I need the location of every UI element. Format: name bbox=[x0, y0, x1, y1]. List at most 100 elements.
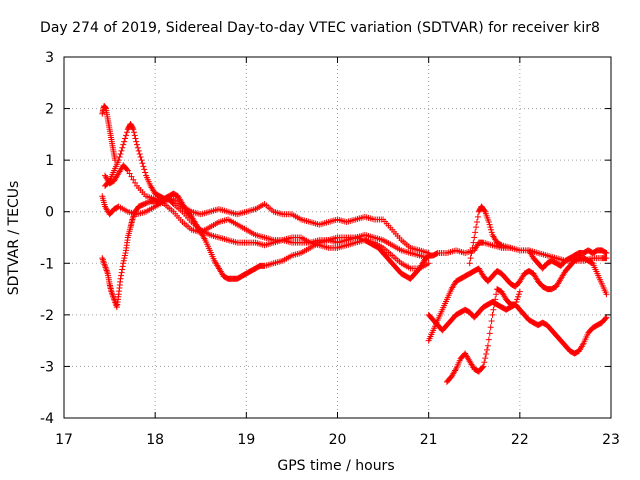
data-point bbox=[482, 355, 489, 362]
data-point bbox=[124, 167, 131, 174]
data-point bbox=[488, 229, 495, 236]
x-tick-label: 17 bbox=[55, 432, 73, 448]
x-tick-label: 20 bbox=[329, 432, 347, 448]
y-tick-label: -4 bbox=[40, 411, 54, 427]
y-tick-label: -1 bbox=[40, 256, 54, 272]
x-tick-label: 21 bbox=[420, 432, 438, 448]
data-point bbox=[472, 229, 479, 236]
chart-title: Day 274 of 2019, Sidereal Day-to-day VTE… bbox=[40, 20, 600, 36]
y-tick-label: -2 bbox=[40, 308, 54, 324]
data-point bbox=[120, 260, 127, 267]
data-point bbox=[142, 200, 149, 207]
data-point bbox=[145, 199, 152, 206]
data-point bbox=[122, 249, 129, 256]
data-point bbox=[139, 160, 146, 167]
x-axis-label: GPS time / hours bbox=[277, 458, 394, 474]
data-point bbox=[515, 291, 522, 298]
data-point bbox=[484, 342, 491, 349]
data-point bbox=[134, 144, 141, 151]
data-points bbox=[99, 102, 610, 385]
data-point bbox=[123, 129, 130, 136]
data-point bbox=[133, 138, 140, 145]
data-point bbox=[123, 166, 130, 173]
data-point bbox=[425, 255, 432, 262]
data-point bbox=[471, 234, 478, 241]
data-point bbox=[513, 298, 520, 305]
data-point bbox=[131, 132, 138, 139]
data-point bbox=[512, 301, 519, 308]
data-point bbox=[479, 364, 486, 371]
y-tick-label: 3 bbox=[45, 50, 54, 66]
data-point bbox=[484, 346, 491, 353]
data-point bbox=[485, 219, 492, 226]
data-point bbox=[137, 154, 144, 161]
data-point bbox=[116, 154, 123, 161]
data-point bbox=[515, 293, 522, 300]
data-point bbox=[602, 315, 609, 322]
y-axis-label: SDTVAR / TECUs bbox=[6, 181, 22, 296]
data-point bbox=[487, 224, 494, 231]
data-point bbox=[483, 351, 490, 358]
x-tick-label: 23 bbox=[602, 432, 620, 448]
data-point bbox=[140, 163, 147, 170]
data-point bbox=[473, 224, 480, 231]
x-tick-labels: 17 18 19 20 21 22 23 bbox=[55, 432, 620, 448]
x-tick-label: 19 bbox=[237, 432, 255, 448]
data-point bbox=[142, 169, 149, 176]
x-tick-label: 18 bbox=[146, 432, 164, 448]
data-point bbox=[470, 239, 477, 246]
data-point bbox=[141, 200, 148, 207]
data-point bbox=[489, 311, 496, 318]
data-point bbox=[121, 255, 128, 262]
data-point bbox=[130, 126, 137, 133]
data-point bbox=[120, 141, 127, 148]
data-point bbox=[481, 207, 488, 214]
axis-ticks bbox=[63, 56, 612, 419]
series-track-c bbox=[99, 193, 432, 256]
series-track-d bbox=[102, 162, 432, 262]
data-point bbox=[481, 359, 488, 366]
series-track-g bbox=[443, 286, 523, 385]
data-point bbox=[493, 291, 500, 298]
y-tick-labels: -4 -3 -2 -1 0 1 2 3 bbox=[40, 50, 54, 427]
data-point bbox=[487, 324, 494, 331]
data-point bbox=[112, 157, 119, 164]
data-point bbox=[120, 257, 127, 264]
data-point bbox=[133, 141, 140, 148]
data-point bbox=[468, 249, 475, 256]
data-point bbox=[602, 249, 609, 256]
data-point bbox=[469, 244, 476, 251]
y-tick-label: 2 bbox=[45, 102, 54, 118]
data-point bbox=[118, 147, 125, 154]
data-point bbox=[119, 144, 126, 151]
data-point bbox=[603, 314, 610, 321]
data-point bbox=[169, 199, 176, 206]
data-point bbox=[516, 288, 523, 295]
data-point bbox=[473, 219, 480, 226]
data-point bbox=[492, 296, 499, 303]
data-point bbox=[141, 166, 148, 173]
data-point bbox=[118, 269, 125, 276]
data-point bbox=[488, 226, 495, 233]
data-point bbox=[488, 318, 495, 325]
data-point bbox=[497, 241, 504, 248]
data-point bbox=[117, 275, 124, 282]
data-point bbox=[491, 301, 498, 308]
data-point bbox=[129, 125, 136, 132]
data-point bbox=[130, 176, 137, 183]
data-point bbox=[122, 132, 129, 139]
data-point bbox=[117, 150, 124, 157]
data-point bbox=[114, 204, 121, 211]
data-point bbox=[121, 138, 128, 145]
data-point bbox=[474, 213, 481, 220]
data-point bbox=[486, 221, 493, 228]
data-point bbox=[466, 260, 473, 267]
data-point bbox=[467, 255, 474, 262]
data-point bbox=[132, 179, 139, 186]
data-point bbox=[135, 147, 142, 154]
data-point bbox=[480, 363, 487, 370]
data-point bbox=[603, 291, 610, 298]
y-tick-label: -3 bbox=[40, 359, 54, 375]
data-point bbox=[132, 135, 139, 142]
